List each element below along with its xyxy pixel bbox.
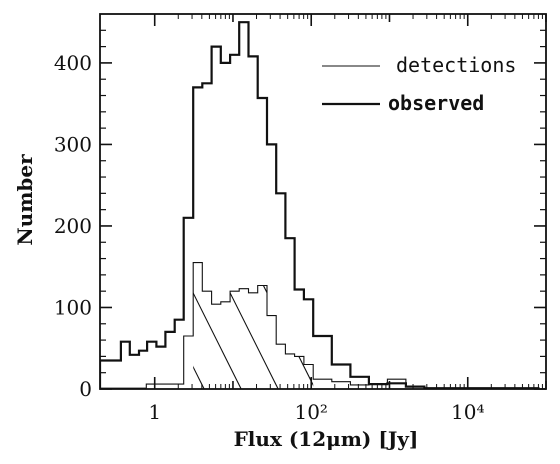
x-axis-title: Flux (12μm) [Jy] (234, 427, 419, 451)
histogram-series-detections (100, 262, 539, 389)
y-tick-label: 300 (54, 132, 92, 156)
hatch-line (326, 189, 426, 389)
legend-label-observed: observed (388, 91, 484, 115)
legend: detections observed (322, 53, 516, 115)
plot-frame (99, 13, 547, 390)
plot-area: 0 100 200 300 400 1 10² 10⁴ (54, 13, 547, 424)
hatch-line (193, 262, 242, 389)
x-tick-label: 10⁴ (451, 400, 484, 424)
hatch-line (193, 262, 205, 389)
y-axis-title: Number (13, 154, 37, 246)
histogram-series-observed (100, 21, 540, 389)
y-tick-label: 100 (54, 295, 92, 319)
legend-label-detections: detections (396, 53, 516, 77)
x-tick-label: 10² (294, 400, 327, 424)
y-tick-label: 0 (79, 377, 92, 401)
x-tick-label: 1 (148, 400, 161, 424)
y-tick-label: 400 (54, 51, 92, 75)
y-tick-label: 200 (54, 214, 92, 238)
